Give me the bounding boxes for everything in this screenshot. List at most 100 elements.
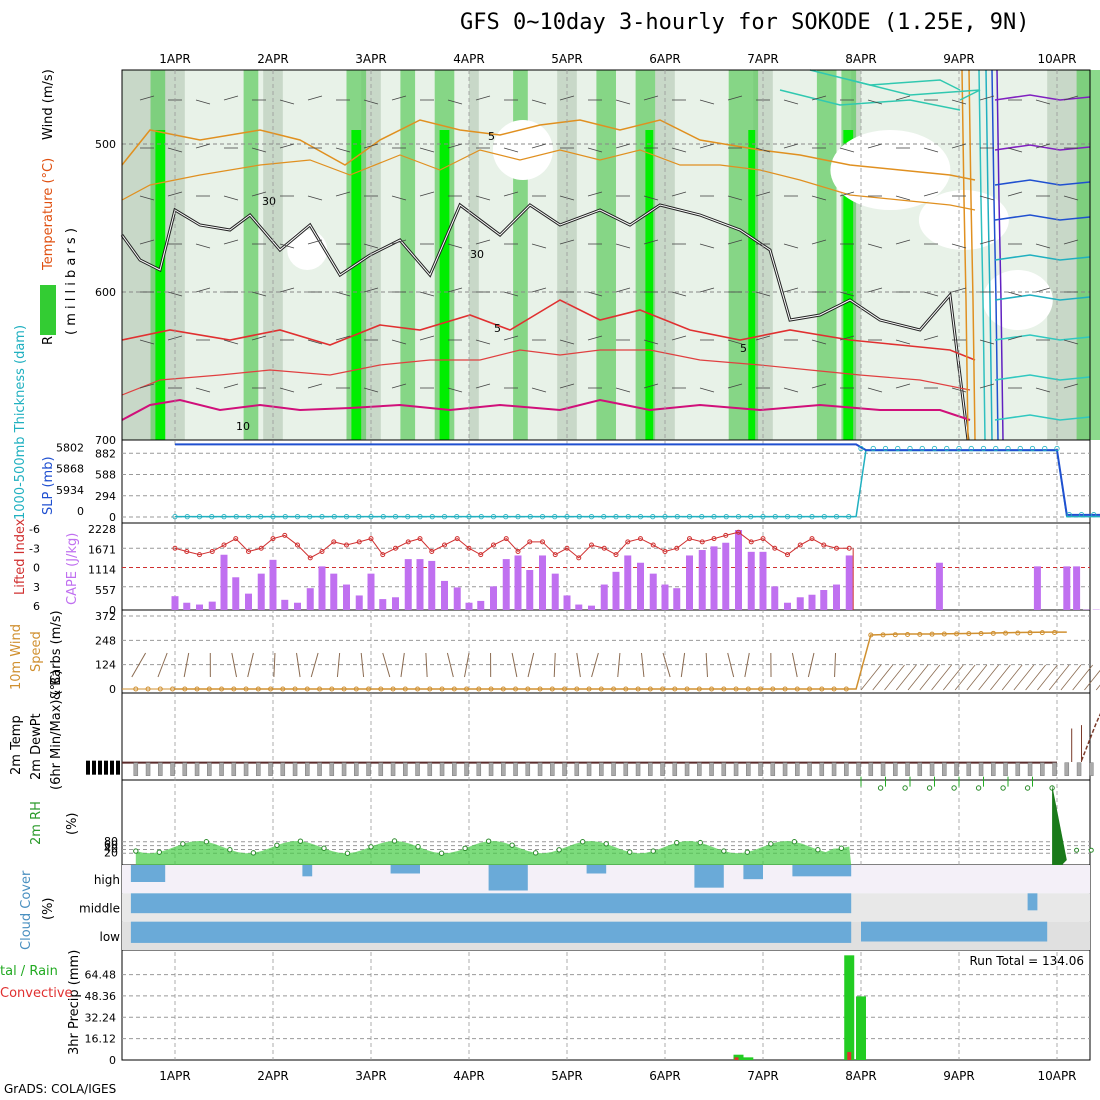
li-marker [760, 536, 766, 542]
rh-high-marker [926, 785, 933, 791]
upper-wind-barb [727, 239, 743, 245]
temp-minmax-bar [586, 762, 592, 776]
cape-bar [820, 590, 828, 610]
temp-minmax-bar [721, 762, 727, 776]
strong-wind-barb [1037, 664, 1058, 691]
rh-marker [838, 845, 845, 851]
upper-wind-barb [643, 339, 659, 345]
date-label-bottom: 9APR [943, 1069, 974, 1083]
rh-tick: 60 [104, 839, 118, 852]
upper-wind-barb [279, 99, 295, 105]
li-marker [625, 539, 631, 545]
strong-wind-barb [895, 664, 917, 691]
wind-speed-marker [1015, 630, 1021, 636]
date-label-top: 7APR [747, 52, 778, 66]
temp-minmax-bar [329, 762, 335, 776]
surface-wind-barb [247, 652, 254, 678]
thickness-tick: 5868 [56, 463, 84, 476]
upper-wind-barb [391, 195, 407, 201]
cape-bar [722, 542, 730, 610]
rh-tick: 80 [104, 835, 118, 848]
thickness-marker [564, 514, 570, 520]
li-marker [540, 539, 545, 545]
thickness-marker [331, 514, 337, 520]
cape-bar [686, 555, 693, 610]
rh-high-marker [1000, 785, 1006, 791]
date-label-top: 5APR [551, 52, 582, 66]
li-marker [417, 536, 423, 542]
rh-saturated-band [748, 130, 756, 440]
rh-high-marker [951, 785, 957, 791]
upper-wind-barb [1063, 95, 1079, 101]
li-marker [491, 542, 496, 548]
upper-wind-barb [391, 383, 407, 389]
rh-marker [274, 842, 280, 848]
rh-dry-pocket [492, 120, 553, 180]
temp-minmax-bar [341, 762, 347, 776]
temp-minmax-bar [831, 762, 837, 776]
surface-wind-barb [807, 652, 815, 678]
panel-frame-cape [121, 522, 1091, 611]
rh-saturated-band [155, 130, 166, 440]
upper-wind-barb [783, 287, 799, 293]
cape-bar [441, 580, 448, 610]
cape-bar [575, 604, 583, 610]
temp-minmax-bar [697, 762, 702, 776]
rh-marker [556, 847, 562, 853]
li-marker [295, 542, 300, 548]
rh-humid-band [400, 70, 416, 440]
wind-speed-axis-label: Speed [29, 631, 44, 672]
surface-wind-barb [425, 652, 428, 678]
upper-wind-barb [335, 147, 351, 153]
cape-bar [220, 554, 228, 610]
surface-wind-barb [553, 652, 556, 678]
temp-minmax-bar [758, 762, 763, 776]
date-label-top: 9APR [943, 52, 974, 66]
cape-bar [747, 551, 755, 610]
upper-wind-barb [503, 291, 519, 297]
cape-bar [196, 604, 203, 610]
temp-minmax-bar [991, 762, 996, 776]
thickness-marker [686, 514, 693, 520]
upper-wind-barb [531, 287, 547, 293]
right-contour [994, 374, 1091, 381]
temp-minmax-bar [366, 762, 371, 776]
rh-marker [485, 838, 492, 844]
rh-marker [415, 844, 421, 850]
li-marker [846, 545, 852, 551]
upper-wind-barb [419, 335, 435, 341]
temp-minmax-bar [1027, 762, 1033, 776]
upper-wind-barb [1063, 383, 1079, 389]
cape-bar [735, 530, 742, 610]
thickness-marker [405, 514, 411, 520]
temp-minmax-bar [305, 762, 310, 776]
upper-wind-barb [531, 243, 547, 249]
thickness-marker [209, 514, 215, 520]
steep-isotherm [978, 69, 986, 441]
upper-wind-barb [363, 387, 379, 393]
rh-light-band [861, 70, 1048, 440]
li-marker [184, 548, 190, 554]
upper-wind-barb [139, 383, 155, 389]
temp-minmax-bar [782, 762, 788, 776]
wind-speed-marker [954, 631, 960, 637]
upper-wind-barb [1063, 339, 1079, 345]
contour-label: 30 [470, 248, 484, 261]
cape-bar [1063, 566, 1071, 610]
li-marker [258, 545, 264, 551]
upper-wind-barb [251, 335, 267, 341]
rh-high-marker [1024, 785, 1031, 791]
upper-wind-barb [783, 387, 799, 393]
wind-speed-line [175, 631, 1067, 690]
wind-tick: 372 [95, 610, 116, 623]
wind-speed-marker [978, 630, 984, 636]
rh-marker [180, 841, 186, 847]
surface-wind-barb [527, 652, 535, 678]
precip-bar [743, 1057, 754, 1060]
rh-marker [344, 850, 351, 856]
wind-speed-marker [905, 632, 911, 638]
upper-wind-barb [223, 95, 239, 101]
upper-wind-barb [475, 339, 491, 345]
cape-bar [355, 595, 363, 610]
wind-speed-marker [1003, 630, 1009, 636]
